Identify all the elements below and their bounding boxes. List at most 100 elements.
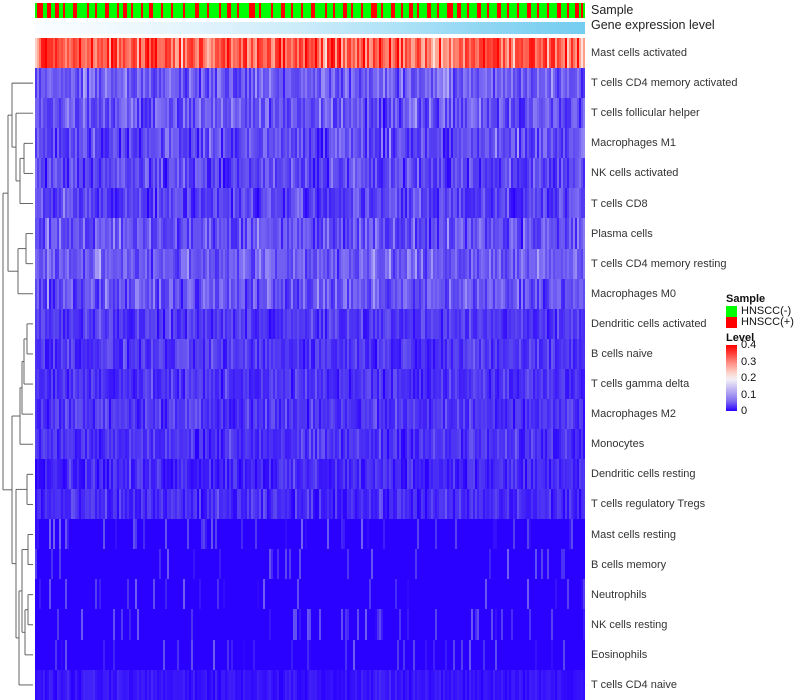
heatmap-cell (83, 188, 86, 219)
heatmap-cell (309, 188, 312, 219)
heatmap-cell (551, 68, 554, 99)
heatmap-cell (331, 38, 334, 69)
heatmap-cell (73, 188, 76, 219)
heatmap-cell (209, 188, 212, 219)
heatmap-cell (53, 38, 56, 69)
heatmap-cell (65, 98, 68, 129)
heatmap-cell (423, 188, 426, 219)
heatmap-cell (213, 128, 216, 159)
heatmap-cell (345, 98, 348, 129)
heatmap-cell (333, 68, 336, 99)
heatmap-cell (99, 158, 102, 189)
heatmap-cell (129, 68, 132, 99)
heatmap-cell (295, 98, 298, 129)
heatmap-cell (235, 38, 238, 69)
heatmap-cell (45, 158, 48, 189)
heatmap-cell (379, 98, 382, 129)
heatmap-cell (431, 158, 434, 189)
heatmap-cell (87, 98, 90, 129)
heatmap-cell (287, 158, 290, 189)
heatmap-cell (63, 68, 66, 99)
heatmap-cell (423, 38, 426, 69)
heatmap-cell (225, 188, 228, 219)
heatmap-cell (39, 188, 42, 219)
heatmap-cell (219, 188, 222, 219)
heatmap-cell (455, 158, 458, 189)
heatmap-cell (335, 188, 338, 219)
heatmap-cell (507, 128, 510, 159)
heatmap-cell (181, 38, 184, 69)
heatmap-cell (301, 98, 304, 129)
heatmap-cell (433, 158, 436, 189)
sample-annotation-segment (73, 3, 77, 18)
heatmap-cell (153, 158, 156, 189)
heatmap-cell (513, 38, 516, 69)
heatmap-cell (393, 128, 396, 159)
heatmap-cell (385, 128, 388, 159)
heatmap-cell (241, 188, 244, 219)
heatmap-cell (413, 188, 416, 219)
heatmap-cell (283, 38, 286, 69)
heatmap-cell (415, 98, 418, 129)
gene-expression-annotation-bar (35, 22, 585, 34)
heatmap-cell (185, 98, 188, 129)
heatmap-cell (243, 38, 246, 69)
heatmap-cell (575, 68, 578, 99)
heatmap-cell (87, 158, 90, 189)
heatmap-cell (81, 38, 84, 69)
heatmap-cell (387, 68, 390, 99)
heatmap-cell (483, 98, 486, 129)
heatmap-cell (255, 38, 258, 69)
heatmap-cell (115, 188, 118, 219)
heatmap-cell (323, 128, 326, 159)
heatmap-cell (363, 38, 366, 69)
heatmap-cell (171, 128, 174, 159)
heatmap-cell (59, 158, 62, 189)
heatmap-cell (461, 158, 464, 189)
heatmap-cell (275, 128, 278, 159)
heatmap-cell (255, 68, 258, 99)
heatmap-cell (35, 128, 38, 159)
heatmap-cell (209, 38, 212, 69)
heatmap-cell (373, 68, 376, 99)
heatmap-cell (157, 38, 160, 69)
heatmap-cell (225, 38, 228, 69)
heatmap-cell (463, 158, 466, 189)
heatmap-cell (409, 68, 412, 99)
heatmap-cell (323, 98, 326, 129)
heatmap-cell (313, 158, 316, 189)
heatmap-cell (183, 158, 186, 189)
heatmap-cell (101, 68, 104, 99)
sample-annotation-segment (47, 3, 51, 18)
heatmap-cell (97, 98, 100, 129)
heatmap-cell (271, 188, 274, 219)
heatmap-cell (237, 188, 240, 219)
heatmap-cell (493, 128, 496, 159)
heatmap-cell (565, 158, 568, 189)
heatmap-cell (381, 38, 384, 69)
heatmap-cell (401, 188, 404, 219)
heatmap-cell (37, 68, 40, 99)
heatmap-cell (81, 188, 84, 219)
heatmap-cell (155, 158, 158, 189)
heatmap-cell (355, 188, 358, 219)
heatmap-cell (583, 489, 585, 520)
heatmap-cell (441, 188, 444, 219)
heatmap-cell (185, 68, 188, 99)
heatmap-cell (339, 128, 342, 159)
heatmap-cell (231, 128, 234, 159)
heatmap-cell (83, 158, 86, 189)
heatmap-cell (321, 158, 324, 189)
heatmap-cell (501, 38, 504, 69)
heatmap-cell (53, 158, 56, 189)
heatmap-cell (553, 158, 556, 189)
heatmap-cell (343, 158, 346, 189)
heatmap-cell (185, 128, 188, 159)
heatmap-cell (529, 188, 532, 219)
heatmap-cell (273, 158, 276, 189)
heatmap-cell (483, 68, 486, 99)
heatmap-cell (247, 158, 250, 189)
heatmap-cell (519, 68, 522, 99)
heatmap-cell (453, 128, 456, 159)
heatmap-cell (469, 188, 472, 219)
